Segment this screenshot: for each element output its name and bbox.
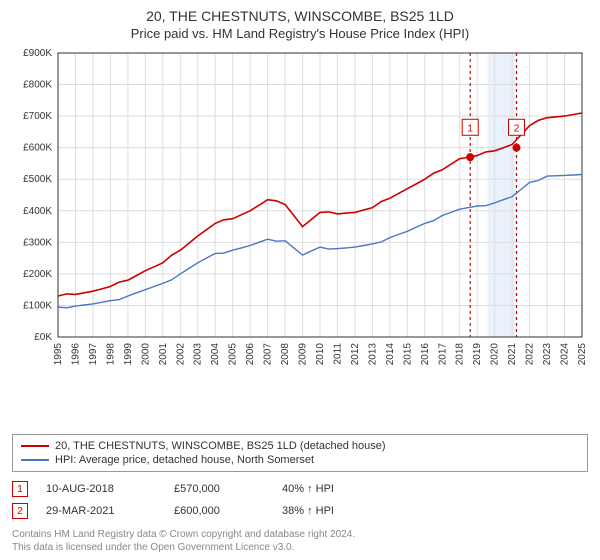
svg-text:2011: 2011 bbox=[332, 343, 343, 365]
svg-text:2005: 2005 bbox=[228, 343, 239, 366]
footer-line2: This data is licensed under the Open Gov… bbox=[12, 541, 588, 554]
svg-text:1: 1 bbox=[467, 123, 473, 134]
sale-marker: 2 bbox=[12, 503, 28, 519]
svg-text:£200K: £200K bbox=[23, 269, 52, 280]
svg-text:£800K: £800K bbox=[23, 80, 52, 91]
legend-item: HPI: Average price, detached house, Nort… bbox=[21, 453, 579, 467]
legend-swatch bbox=[21, 459, 49, 461]
footer-line1: Contains HM Land Registry data © Crown c… bbox=[12, 528, 588, 541]
sale-price: £600,000 bbox=[174, 505, 264, 517]
svg-text:2019: 2019 bbox=[472, 343, 483, 366]
sale-date: 29-MAR-2021 bbox=[46, 505, 156, 517]
svg-text:2009: 2009 bbox=[298, 343, 309, 366]
legend-label: HPI: Average price, detached house, Nort… bbox=[55, 454, 314, 466]
svg-text:2008: 2008 bbox=[280, 343, 291, 366]
svg-text:2021: 2021 bbox=[507, 343, 518, 366]
chart-area: £0K £100K £200K £300K £400K £500K £600K £700K £8… bbox=[10, 47, 590, 426]
sale-price: £570,000 bbox=[174, 483, 264, 495]
sales-table: 1 10-AUG-2018 £570,000 40% ↑ HPI 2 29-MAR-202… bbox=[12, 478, 588, 522]
svg-text:1996: 1996 bbox=[70, 343, 81, 366]
sale-delta: 38% ↑ HPI bbox=[282, 505, 372, 517]
svg-text:1998: 1998 bbox=[105, 343, 116, 366]
svg-text:2016: 2016 bbox=[420, 343, 431, 366]
svg-text:2: 2 bbox=[514, 123, 520, 134]
svg-text:£300K: £300K bbox=[23, 237, 52, 248]
svg-text:2025: 2025 bbox=[577, 343, 588, 366]
sale-delta: 40% ↑ HPI bbox=[282, 483, 372, 495]
sale-date: 10-AUG-2018 bbox=[46, 483, 156, 495]
svg-text:2000: 2000 bbox=[140, 343, 151, 366]
svg-text:2013: 2013 bbox=[367, 343, 378, 366]
svg-text:2024: 2024 bbox=[560, 343, 571, 366]
footer-attribution: Contains HM Land Registry data © Crown c… bbox=[12, 528, 588, 554]
legend-label: 20, THE CHESTNUTS, WINSCOMBE, BS25 1LD (… bbox=[55, 440, 386, 452]
legend-swatch bbox=[21, 445, 49, 447]
svg-text:2004: 2004 bbox=[210, 343, 221, 366]
svg-text:2003: 2003 bbox=[193, 343, 204, 366]
sale-row: 2 29-MAR-2021 £600,000 38% ↑ HPI bbox=[12, 500, 588, 522]
chart-svg: £0K £100K £200K £300K £400K £500K £600K £700K £8… bbox=[10, 47, 590, 377]
svg-text:£400K: £400K bbox=[23, 206, 52, 217]
svg-text:£500K: £500K bbox=[23, 174, 52, 185]
svg-text:2002: 2002 bbox=[175, 343, 186, 366]
svg-text:£100K: £100K bbox=[23, 300, 52, 311]
svg-text:2001: 2001 bbox=[158, 343, 169, 366]
svg-text:1997: 1997 bbox=[88, 343, 99, 366]
svg-text:£900K: £900K bbox=[23, 48, 52, 59]
chart-subtitle: Price paid vs. HM Land Registry's House … bbox=[10, 26, 590, 41]
svg-text:1999: 1999 bbox=[123, 343, 134, 366]
svg-text:£600K: £600K bbox=[23, 143, 52, 154]
sale-marker: 1 bbox=[12, 481, 28, 497]
legend-item: 20, THE CHESTNUTS, WINSCOMBE, BS25 1LD (… bbox=[21, 439, 579, 453]
svg-text:£0K: £0K bbox=[34, 332, 52, 343]
svg-text:2015: 2015 bbox=[402, 343, 413, 366]
chart-title: 20, THE CHESTNUTS, WINSCOMBE, BS25 1LD bbox=[10, 8, 590, 24]
svg-text:1995: 1995 bbox=[53, 343, 64, 366]
svg-text:2010: 2010 bbox=[315, 343, 326, 366]
svg-text:2022: 2022 bbox=[525, 343, 536, 366]
svg-text:2007: 2007 bbox=[263, 343, 274, 366]
svg-text:2006: 2006 bbox=[245, 343, 256, 366]
svg-text:2017: 2017 bbox=[437, 343, 448, 366]
sale-row: 1 10-AUG-2018 £570,000 40% ↑ HPI bbox=[12, 478, 588, 500]
svg-text:2014: 2014 bbox=[385, 343, 396, 366]
legend-box: 20, THE CHESTNUTS, WINSCOMBE, BS25 1LD (… bbox=[12, 434, 588, 472]
svg-text:2018: 2018 bbox=[455, 343, 466, 366]
svg-text:2012: 2012 bbox=[350, 343, 361, 366]
svg-text:£700K: £700K bbox=[23, 111, 52, 122]
svg-text:2020: 2020 bbox=[490, 343, 501, 366]
svg-text:2023: 2023 bbox=[542, 343, 553, 366]
